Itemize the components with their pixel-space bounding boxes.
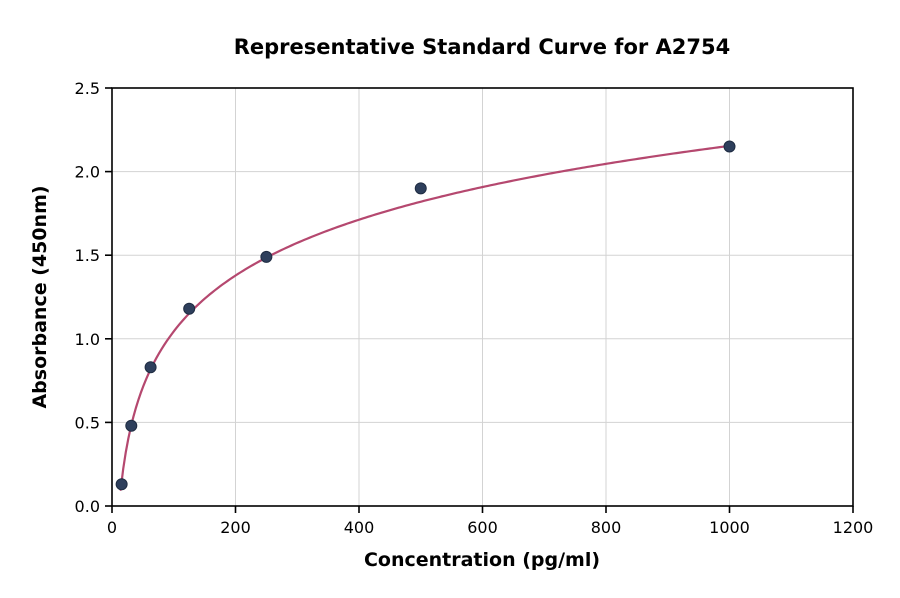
y-tick-label: 1.5 <box>75 246 100 265</box>
axis-ticks: 0 200 400 600 800 1000 1200 0.0 0.5 1.0 1.5 2.0 2.5 <box>75 79 874 537</box>
data-point <box>414 182 427 195</box>
chart-title: Representative Standard Curve for A2754 <box>234 35 731 59</box>
x-tick-label: 200 <box>220 518 251 537</box>
y-tick-label: 2.0 <box>75 163 100 182</box>
standard-curve-line <box>119 144 734 491</box>
y-tick-label: 0.5 <box>75 413 100 432</box>
x-tick-label: 0 <box>107 518 117 537</box>
y-axis-label: Absorbance (450nm) <box>29 185 51 408</box>
grid-lines <box>111 87 854 507</box>
data-point <box>183 302 196 315</box>
data-point <box>723 140 736 153</box>
data-points <box>115 140 736 491</box>
y-tick-label: 2.5 <box>75 79 100 98</box>
data-point <box>125 419 138 432</box>
x-tick-label: 400 <box>344 518 375 537</box>
y-tick-label: 1.0 <box>75 330 100 349</box>
y-tick-label: 0.0 <box>75 497 100 516</box>
data-point <box>260 250 273 263</box>
x-tick-label: 1000 <box>709 518 750 537</box>
x-tick-label: 1200 <box>833 518 874 537</box>
x-axis-label: Concentration (pg/ml) <box>364 549 600 571</box>
fitted-curve <box>119 144 734 491</box>
data-point <box>115 478 128 491</box>
data-point <box>144 361 157 374</box>
plot-border <box>111 87 854 507</box>
x-tick-label: 600 <box>467 518 498 537</box>
x-tick-label: 800 <box>591 518 622 537</box>
